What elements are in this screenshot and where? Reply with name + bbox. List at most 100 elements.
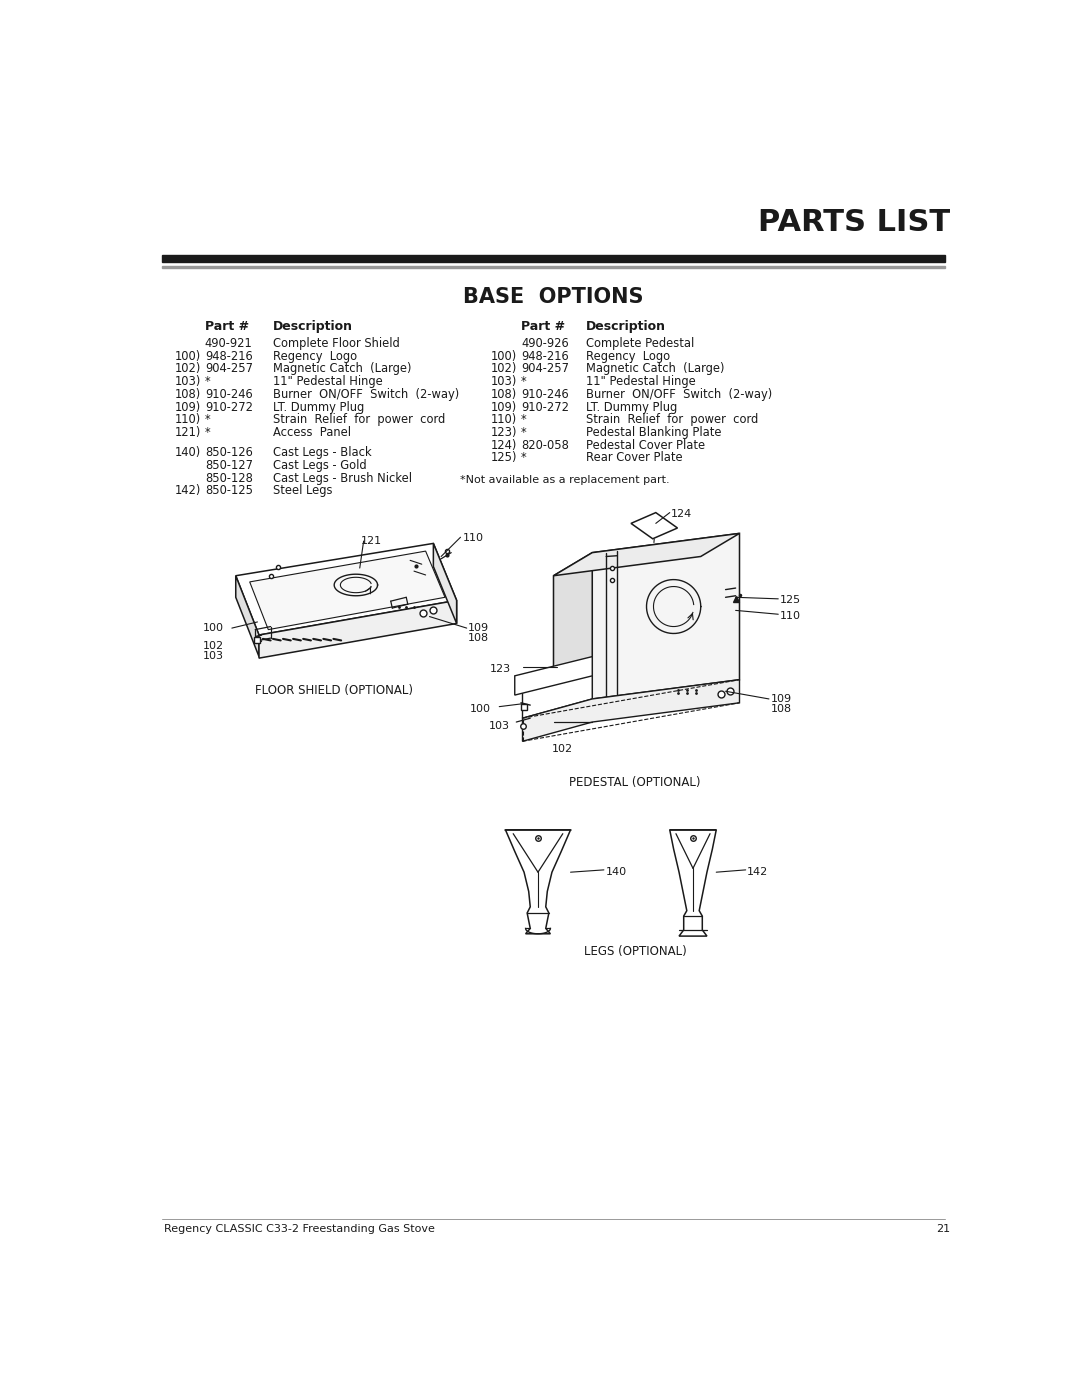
Text: 109: 109 <box>469 623 489 633</box>
Text: 102: 102 <box>552 743 573 753</box>
Text: 910-246: 910-246 <box>205 388 253 401</box>
Text: Magnetic Catch  (Large): Magnetic Catch (Large) <box>586 362 725 376</box>
Polygon shape <box>433 543 457 623</box>
Text: Description: Description <box>273 320 353 332</box>
Text: Part #: Part # <box>521 320 565 332</box>
Text: BASE  OPTIONS: BASE OPTIONS <box>463 286 644 307</box>
Text: *: * <box>521 451 527 464</box>
Text: 948-216: 948-216 <box>521 349 569 363</box>
Text: 100): 100) <box>175 349 201 363</box>
Text: 123: 123 <box>490 664 511 673</box>
Polygon shape <box>592 534 740 698</box>
Text: Pedestal Cover Plate: Pedestal Cover Plate <box>586 439 705 451</box>
Text: 103): 103) <box>175 376 201 388</box>
Polygon shape <box>554 534 740 576</box>
Text: 103: 103 <box>203 651 225 661</box>
Text: 108): 108) <box>490 388 517 401</box>
Text: LT. Dummy Plug: LT. Dummy Plug <box>273 401 364 414</box>
Polygon shape <box>670 830 716 936</box>
Bar <box>162 267 945 268</box>
Text: 110: 110 <box>463 534 484 543</box>
Text: 110: 110 <box>780 610 800 622</box>
Text: 11" Pedestal Hinge: 11" Pedestal Hinge <box>586 376 696 388</box>
Text: Cast Legs - Brush Nickel: Cast Legs - Brush Nickel <box>273 472 411 485</box>
Text: Regency CLASSIC C33-2 Freestanding Gas Stove: Regency CLASSIC C33-2 Freestanding Gas S… <box>164 1224 435 1234</box>
Text: 850-125: 850-125 <box>205 485 253 497</box>
Text: Magnetic Catch  (Large): Magnetic Catch (Large) <box>273 362 411 376</box>
Text: Cast Legs - Gold: Cast Legs - Gold <box>273 460 366 472</box>
Text: 490-926: 490-926 <box>521 337 569 351</box>
Text: 123): 123) <box>490 426 517 439</box>
Text: 108: 108 <box>770 704 792 714</box>
Text: 108): 108) <box>175 388 201 401</box>
Polygon shape <box>523 680 740 742</box>
Text: *: * <box>205 414 211 426</box>
Polygon shape <box>554 553 592 722</box>
Text: Steel Legs: Steel Legs <box>273 485 333 497</box>
Text: 100: 100 <box>470 704 490 714</box>
Text: 11" Pedestal Hinge: 11" Pedestal Hinge <box>273 376 382 388</box>
Text: 103: 103 <box>488 721 510 731</box>
Text: 140): 140) <box>175 447 201 460</box>
Polygon shape <box>523 668 592 718</box>
Text: Regency  Logo: Regency Logo <box>586 349 671 363</box>
Polygon shape <box>515 657 592 696</box>
Text: Pedestal Blanking Plate: Pedestal Blanking Plate <box>586 426 721 439</box>
Text: 110): 110) <box>175 414 201 426</box>
Text: *: * <box>521 414 527 426</box>
Text: 21: 21 <box>936 1224 950 1234</box>
Text: 850-127: 850-127 <box>205 460 253 472</box>
Polygon shape <box>249 550 445 630</box>
Text: 124): 124) <box>490 439 517 451</box>
Text: 490-921: 490-921 <box>205 337 253 351</box>
Text: Complete Pedestal: Complete Pedestal <box>586 337 694 351</box>
Text: Part #: Part # <box>205 320 248 332</box>
Text: *: * <box>521 376 527 388</box>
Text: *: * <box>205 376 211 388</box>
Text: 124: 124 <box>672 509 692 518</box>
Polygon shape <box>235 543 457 636</box>
Text: LT. Dummy Plug: LT. Dummy Plug <box>586 401 677 414</box>
Polygon shape <box>235 576 259 657</box>
Text: *Not available as a replacement part.: *Not available as a replacement part. <box>460 475 670 485</box>
Polygon shape <box>631 513 677 539</box>
Text: 110): 110) <box>490 414 517 426</box>
Polygon shape <box>259 601 457 658</box>
Text: LEGS (OPTIONAL): LEGS (OPTIONAL) <box>584 946 687 958</box>
Text: 109): 109) <box>175 401 201 414</box>
Text: Burner  ON/OFF  Switch  (2-way): Burner ON/OFF Switch (2-way) <box>586 388 772 401</box>
Text: 142: 142 <box>747 866 769 877</box>
Text: 108: 108 <box>469 633 489 643</box>
Text: Description: Description <box>586 320 666 332</box>
Text: 904-257: 904-257 <box>521 362 569 376</box>
Text: Burner  ON/OFF  Switch  (2-way): Burner ON/OFF Switch (2-way) <box>273 388 459 401</box>
Text: 103): 103) <box>490 376 517 388</box>
Text: 910-272: 910-272 <box>205 401 253 414</box>
Polygon shape <box>505 830 570 933</box>
Text: Access  Panel: Access Panel <box>273 426 351 439</box>
Text: *: * <box>205 426 211 439</box>
Text: Cast Legs - Black: Cast Legs - Black <box>273 447 372 460</box>
Text: 102): 102) <box>175 362 201 376</box>
Text: PARTS LIST: PARTS LIST <box>758 208 950 236</box>
Bar <box>162 254 945 261</box>
Text: 109: 109 <box>770 694 792 704</box>
Text: Strain  Relief  for  power  cord: Strain Relief for power cord <box>273 414 445 426</box>
Text: 121): 121) <box>175 426 201 439</box>
Text: PEDESTAL (OPTIONAL): PEDESTAL (OPTIONAL) <box>569 775 701 789</box>
Text: 125): 125) <box>490 451 517 464</box>
Text: 850-128: 850-128 <box>205 472 253 485</box>
Text: 121: 121 <box>362 535 382 546</box>
Text: 102: 102 <box>203 641 225 651</box>
Text: Strain  Relief  for  power  cord: Strain Relief for power cord <box>586 414 758 426</box>
Text: 125: 125 <box>780 595 801 605</box>
Text: Rear Cover Plate: Rear Cover Plate <box>586 451 683 464</box>
Text: 102): 102) <box>490 362 517 376</box>
Text: 850-126: 850-126 <box>205 447 253 460</box>
Text: 910-246: 910-246 <box>521 388 569 401</box>
Text: 904-257: 904-257 <box>205 362 253 376</box>
Text: *: * <box>521 426 527 439</box>
Text: 820-058: 820-058 <box>521 439 569 451</box>
Text: 140: 140 <box>606 866 626 877</box>
Text: 910-272: 910-272 <box>521 401 569 414</box>
